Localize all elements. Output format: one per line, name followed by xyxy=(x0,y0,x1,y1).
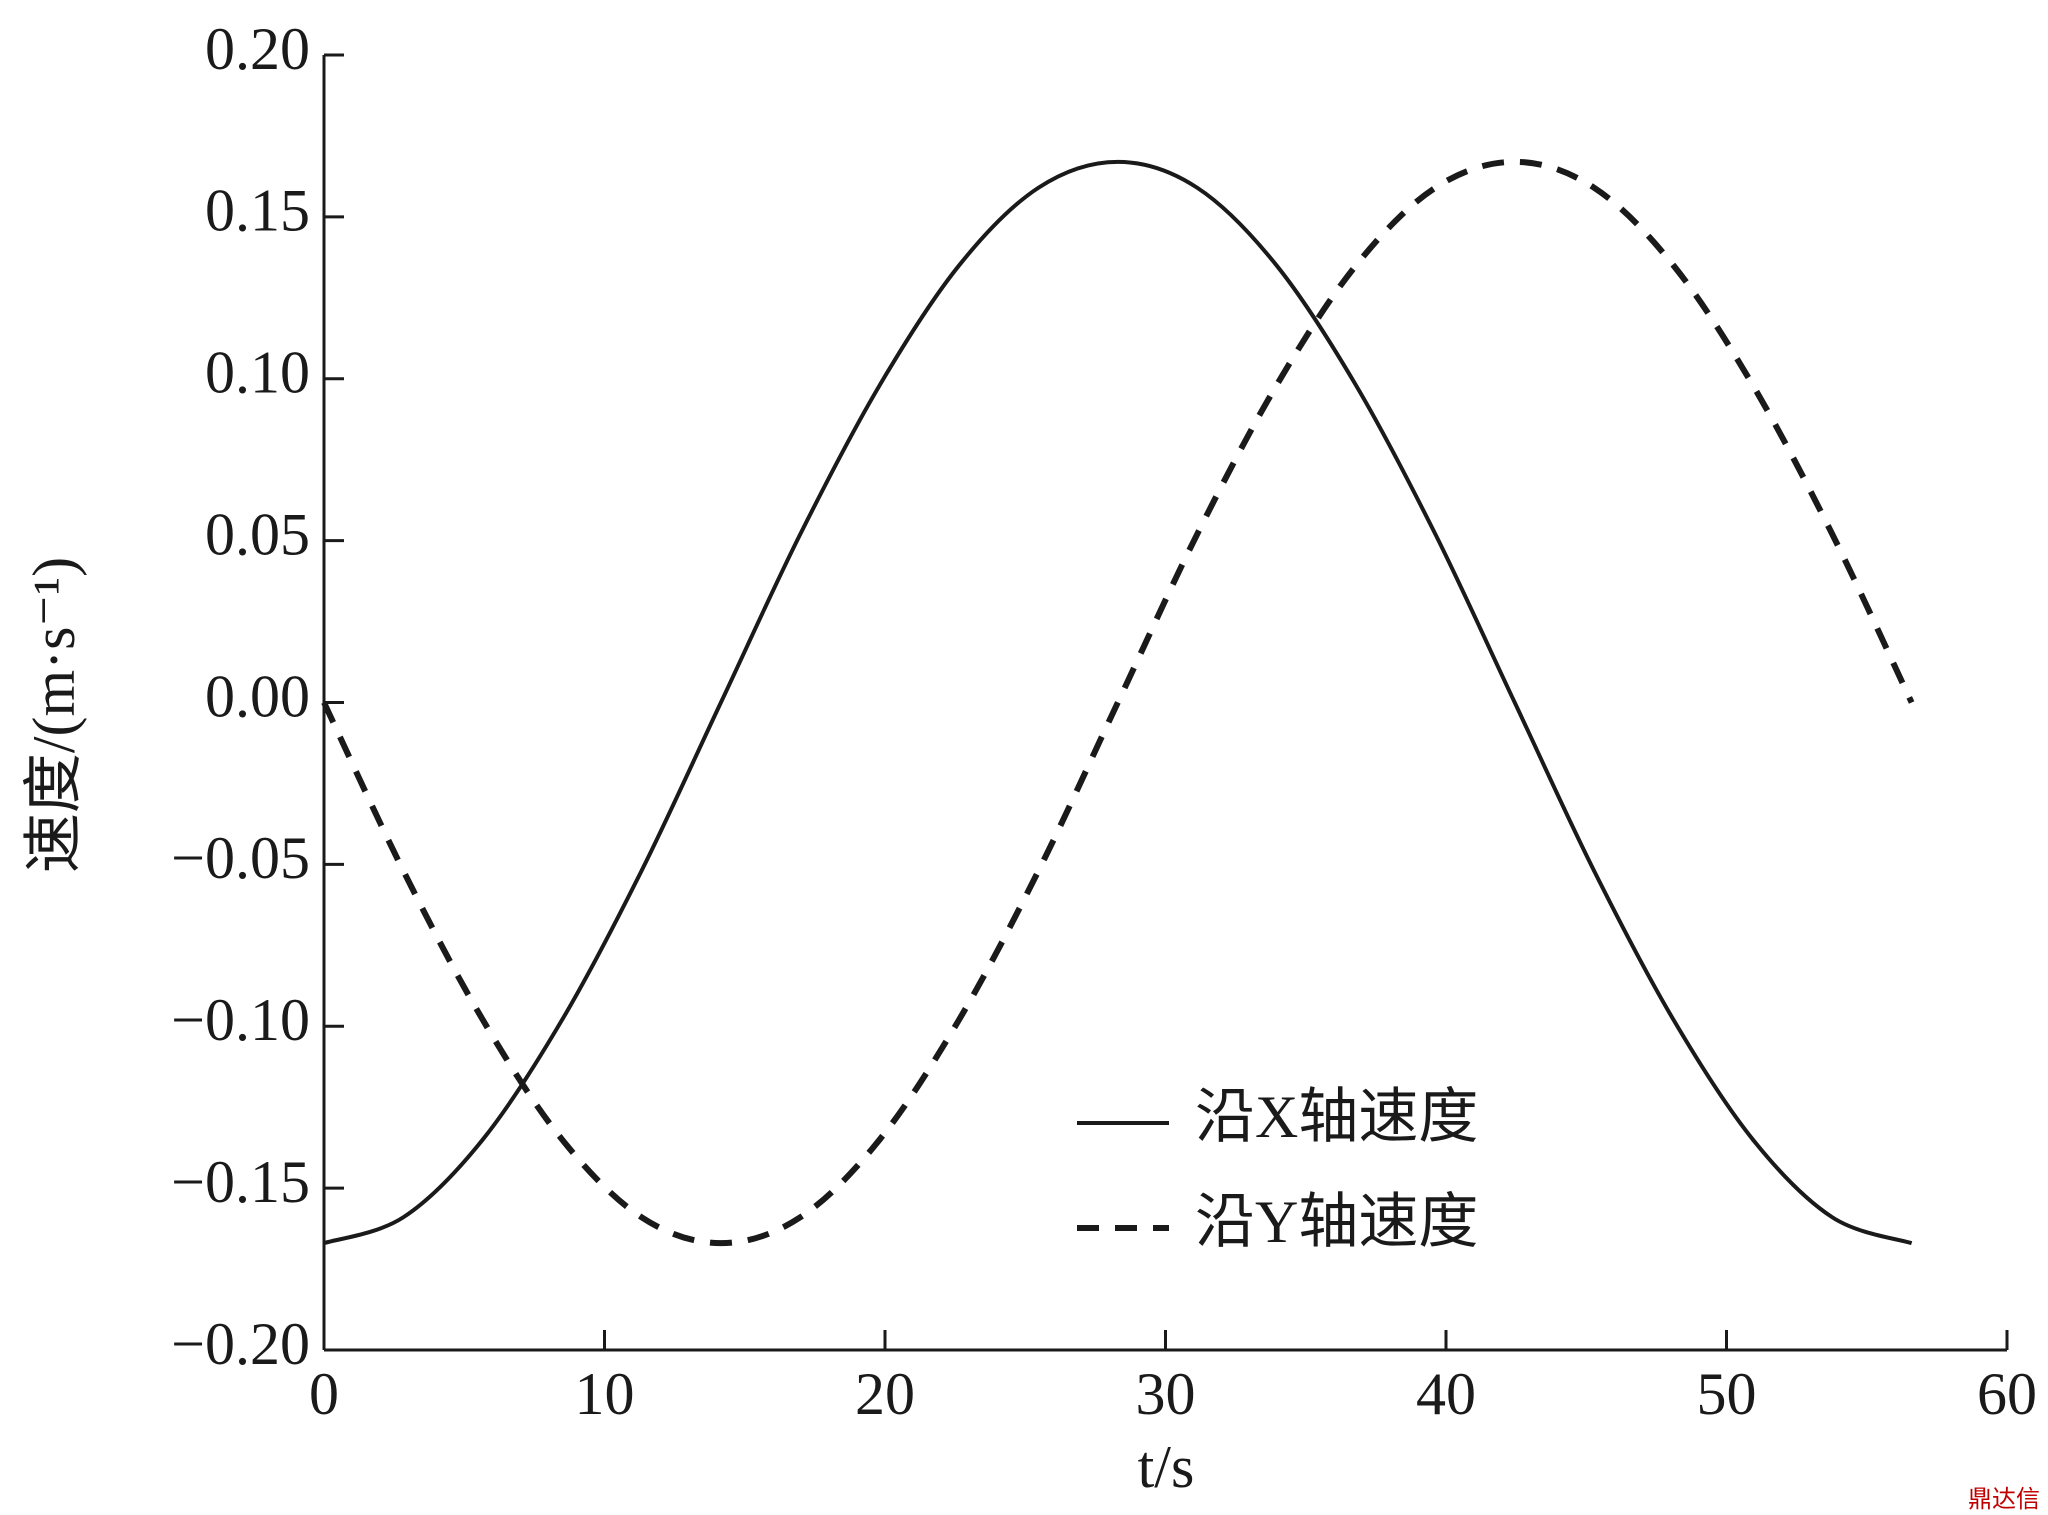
y-tick-label: 0.15 xyxy=(205,178,310,244)
legend-label: 沿X轴速度 xyxy=(1195,1084,1478,1150)
legend-label: 沿Y轴速度 xyxy=(1195,1189,1478,1255)
y-tick-label: −0.05 xyxy=(171,825,310,891)
y-tick-label: 0.10 xyxy=(205,340,310,406)
y-tick-label: −0.20 xyxy=(171,1311,310,1377)
x-tick-label: 10 xyxy=(575,1361,635,1427)
y-tick-label: −0.10 xyxy=(171,987,310,1053)
x-tick-label: 30 xyxy=(1136,1361,1196,1427)
x-tick-label: 0 xyxy=(309,1361,339,1427)
watermark: 鼎达信 xyxy=(1968,1485,2040,1513)
series-line xyxy=(323,159,1913,1246)
x-tick-label: 50 xyxy=(1697,1361,1757,1427)
x-tick-label: 40 xyxy=(1416,1361,1476,1427)
y-tick-label: −0.15 xyxy=(171,1149,310,1215)
x-tick-label: 20 xyxy=(855,1361,915,1427)
y-tick-label: 0.00 xyxy=(205,663,310,729)
series-line xyxy=(321,158,1915,1247)
y-tick-label: 0.20 xyxy=(205,16,310,82)
y-axis-label: 速度/(m·s⁻¹) xyxy=(21,557,87,873)
x-tick-label: 60 xyxy=(1977,1361,2037,1427)
y-tick-label: 0.05 xyxy=(205,501,310,567)
x-axis-label: t/s xyxy=(1138,1434,1195,1500)
